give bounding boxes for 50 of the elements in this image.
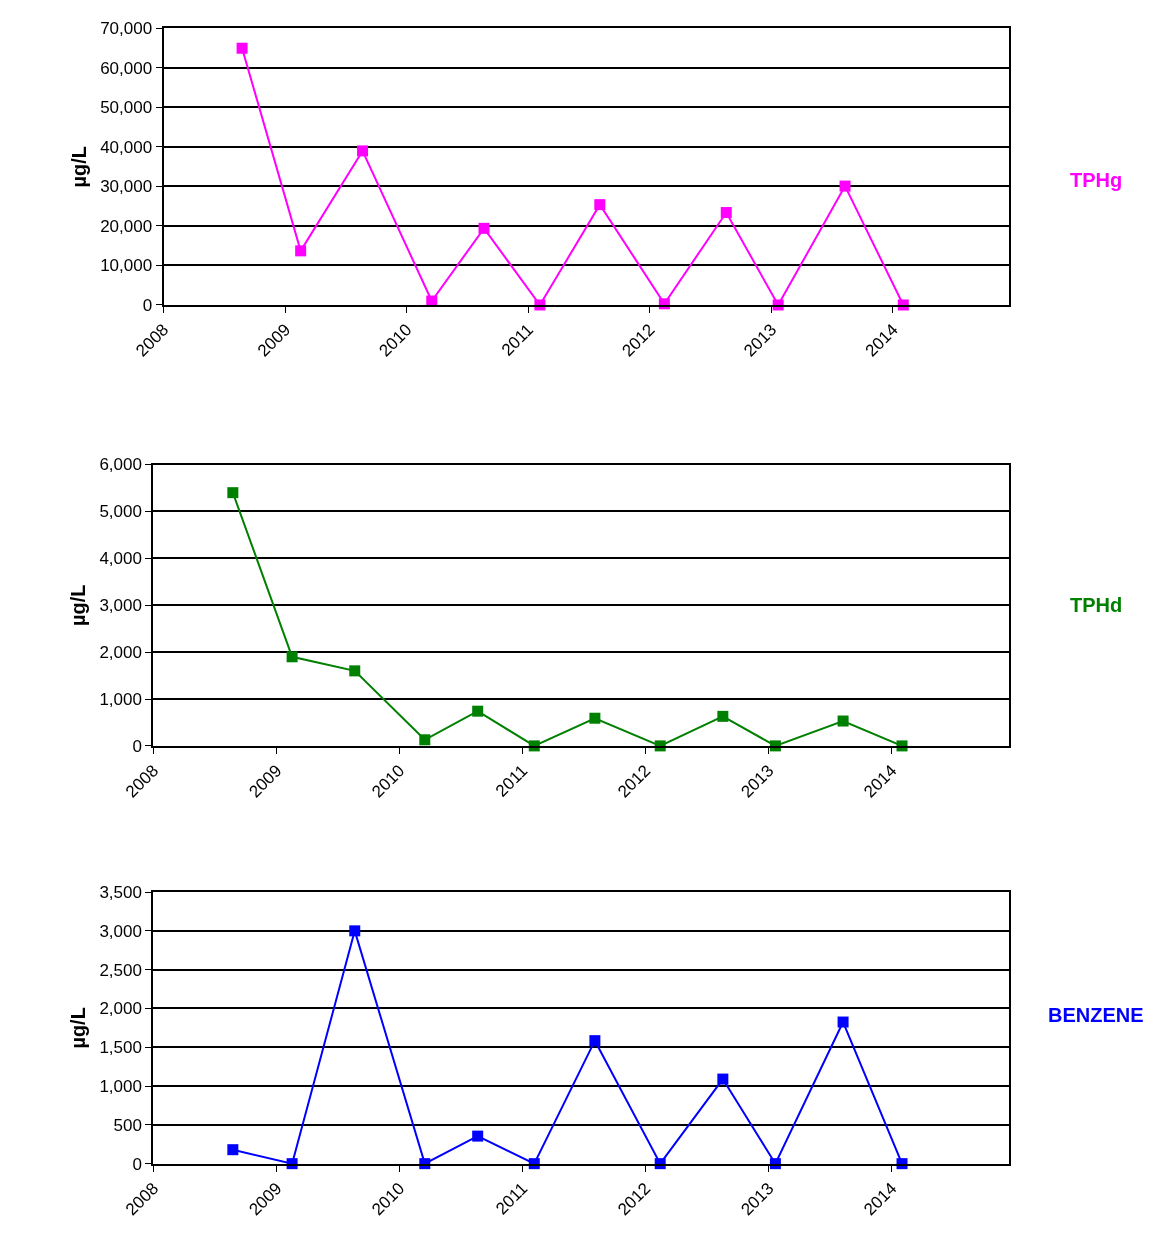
y-tick-label: 1,500	[99, 1038, 142, 1058]
y-tick-label: 2,000	[99, 643, 142, 663]
y-axis-title: µg/L	[68, 145, 91, 188]
point	[717, 1073, 729, 1085]
y-tick-label: 10,000	[100, 256, 153, 276]
y-tick-label: 4,000	[99, 549, 142, 569]
point	[349, 925, 361, 937]
y-tick-label: 60,000	[100, 58, 153, 78]
point	[837, 715, 849, 727]
y-tick-label: 1,000	[99, 689, 142, 709]
point	[720, 207, 732, 219]
y-tick-label: 50,000	[100, 98, 153, 118]
y-tick-label: 500	[113, 1115, 142, 1135]
y-tick-label: 3,000	[99, 596, 142, 616]
y-tick-label: 20,000	[100, 216, 153, 236]
text: BENZENE	[1048, 1004, 1144, 1026]
point	[589, 1035, 601, 1047]
y-tick-label: 30,000	[100, 177, 153, 197]
y-tick-label: 5,000	[99, 502, 142, 522]
point	[594, 199, 606, 211]
point	[478, 222, 490, 234]
y-tick-label: 2,000	[99, 999, 142, 1019]
point	[419, 734, 431, 746]
point	[357, 145, 369, 157]
text: TPHg	[1070, 169, 1123, 191]
y-tick-label: 2,500	[99, 960, 142, 980]
y-tick-label: 1,000	[99, 1077, 142, 1097]
y-tick-label: 6,000	[99, 455, 142, 475]
point	[295, 245, 307, 257]
point	[837, 1016, 849, 1028]
point	[349, 665, 361, 677]
point	[227, 1144, 239, 1156]
y-tick-label: 40,000	[100, 137, 153, 157]
point	[286, 651, 298, 663]
y-tick-label: 3,500	[99, 883, 142, 902]
text: TPHd	[1070, 594, 1123, 616]
y-tick-label: 70,000	[100, 19, 153, 39]
y-tick-label: 0	[132, 736, 142, 756]
y-tick-label: 3,000	[99, 921, 142, 941]
y-tick-label: 0	[132, 1154, 142, 1174]
point	[227, 487, 239, 499]
point	[589, 712, 601, 724]
y-axis-title: µg/L	[67, 1007, 90, 1049]
point	[717, 710, 729, 722]
point	[236, 42, 248, 54]
point	[472, 1130, 484, 1142]
y-axis-title: µg/L	[67, 584, 90, 626]
point	[472, 705, 484, 717]
point	[839, 180, 851, 192]
y-tick-label: 0	[142, 295, 153, 315]
